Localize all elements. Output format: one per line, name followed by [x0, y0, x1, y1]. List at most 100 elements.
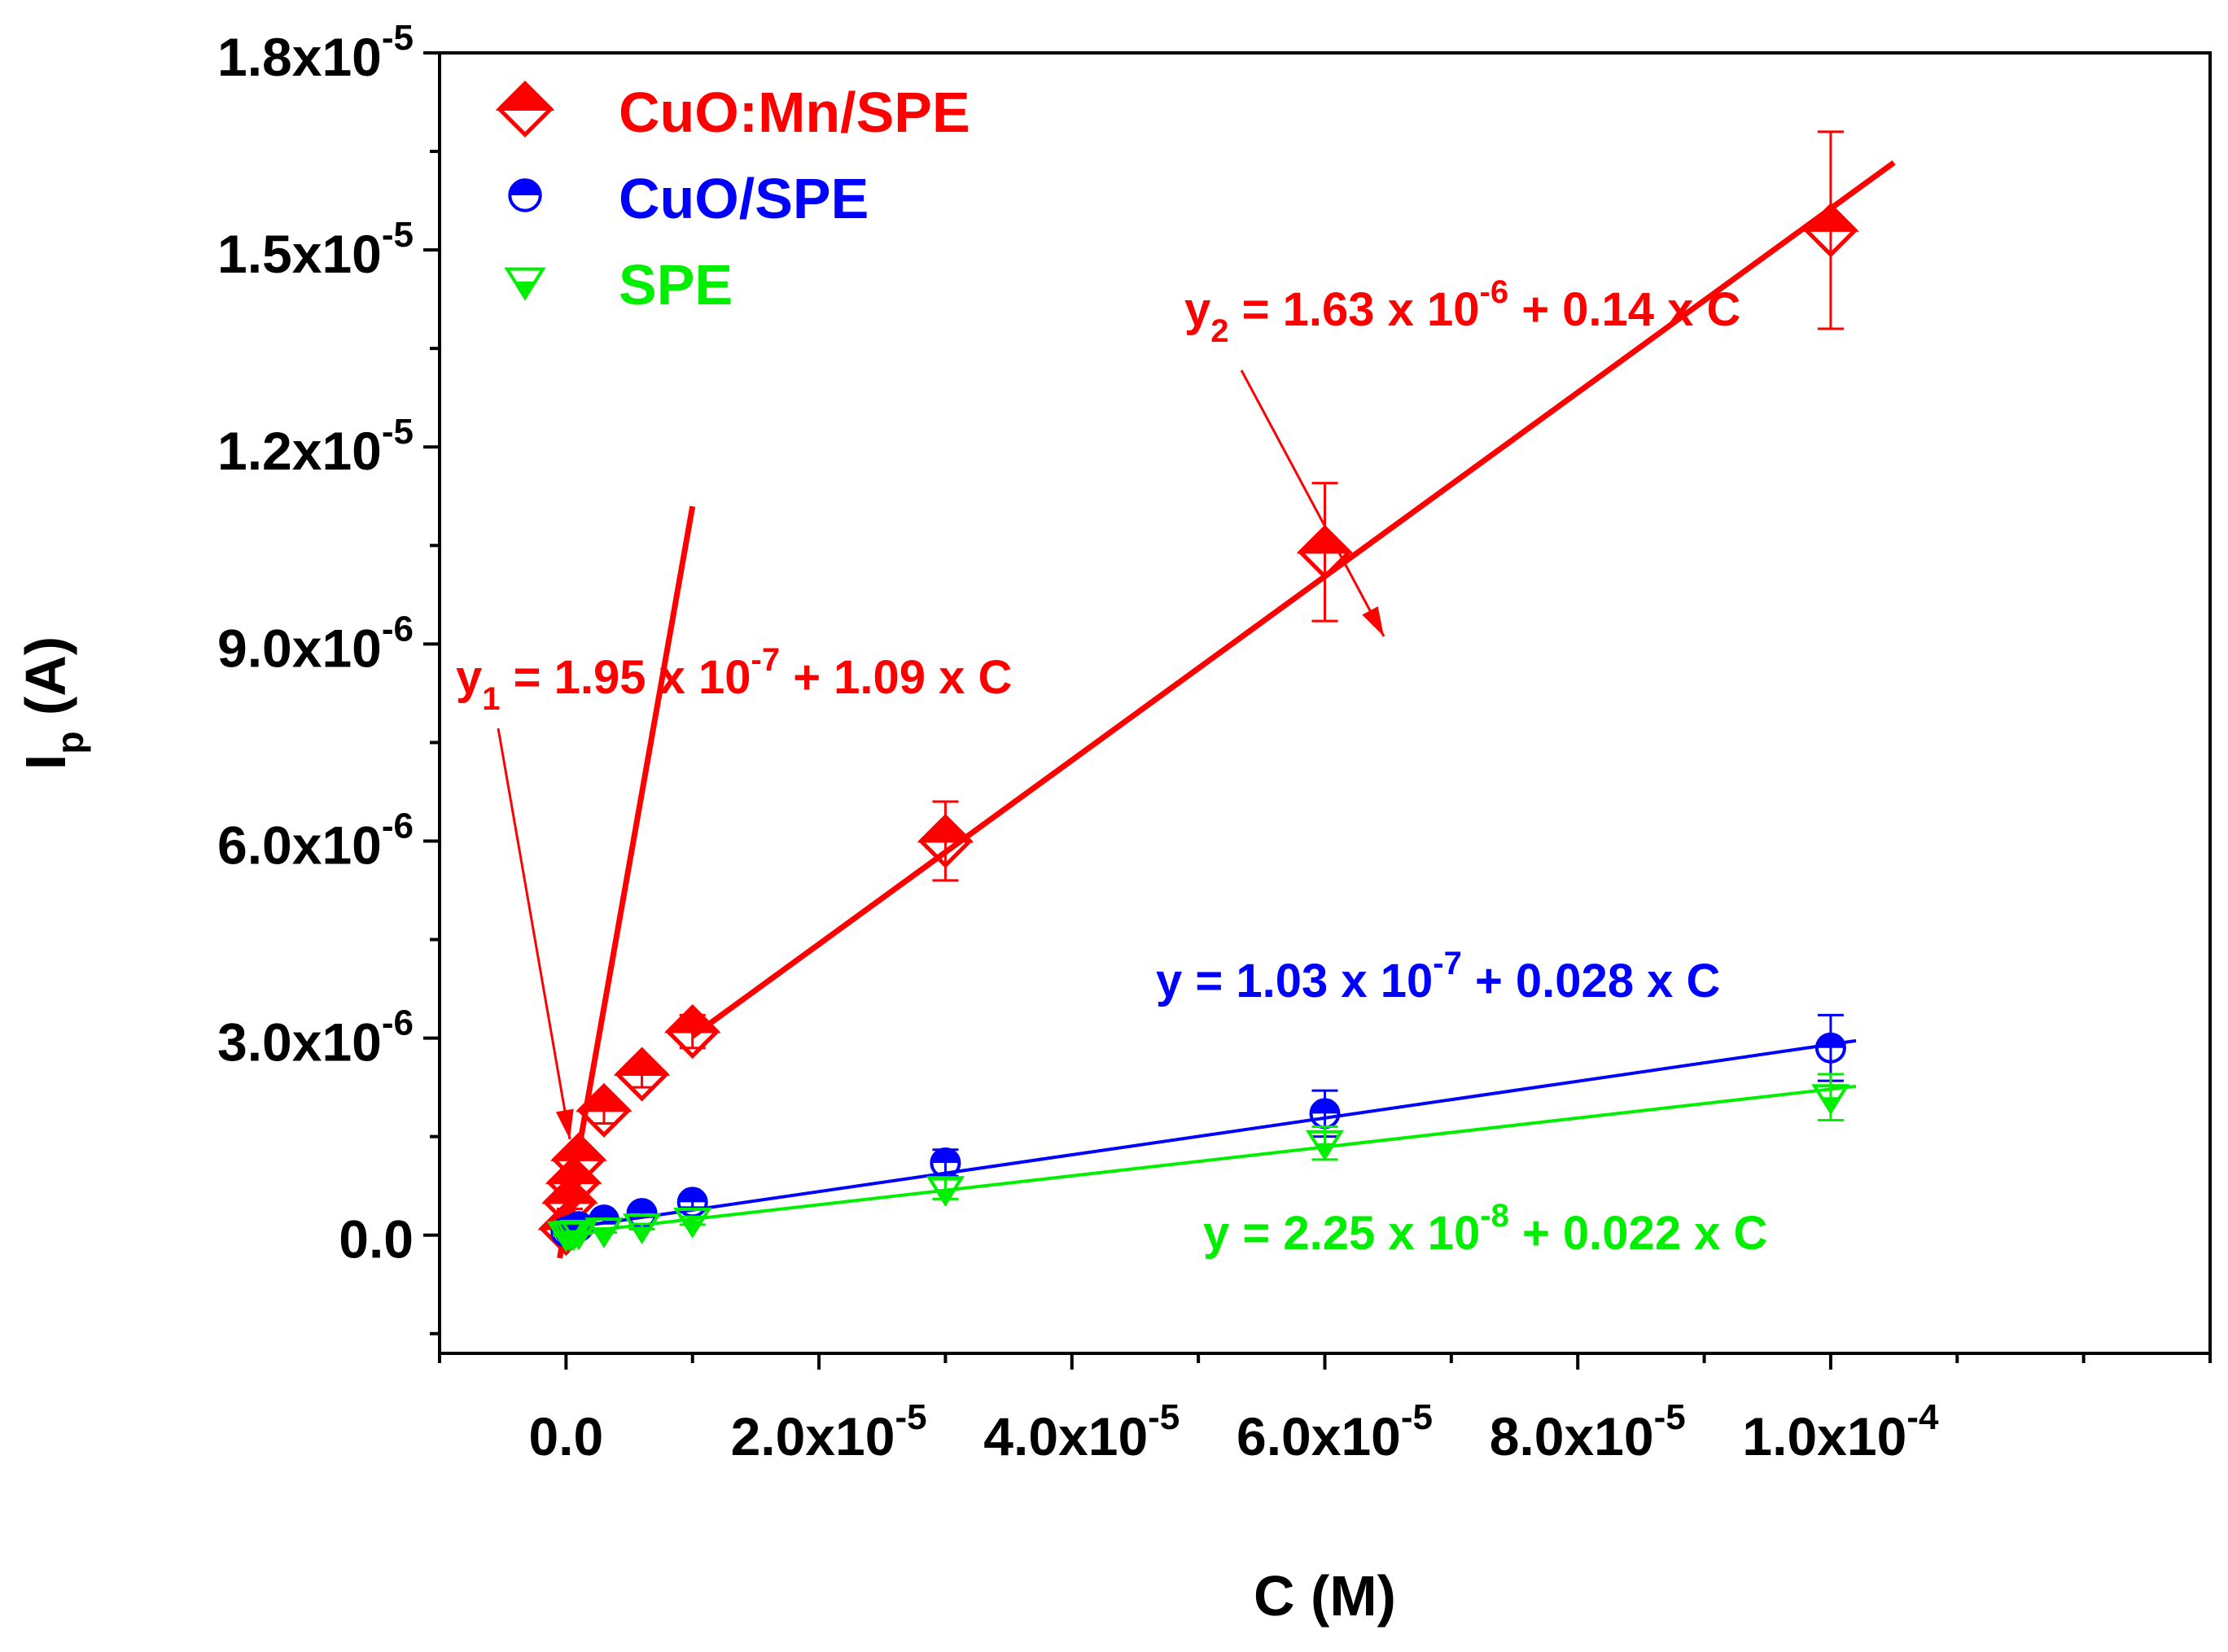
marker-outline [917, 813, 973, 869]
y-axis-title: Ip (A) [14, 636, 91, 770]
marker-outline [551, 1132, 606, 1187]
y-tick-label-exponent: -6 [382, 806, 414, 846]
data-point [559, 1219, 598, 1251]
marker-outline [576, 1082, 632, 1138]
y-tick-label: 9.0x10-6 [217, 609, 414, 678]
x-tick-label-base: 2.0x10 [731, 1406, 895, 1466]
fit-line [557, 505, 696, 1259]
equation-subscript: 1 [482, 681, 500, 717]
marker-fill [569, 1232, 588, 1248]
marker-outline [673, 1207, 712, 1239]
fit-line [690, 160, 1896, 1039]
x-tick-label-base: 0.0 [528, 1406, 603, 1466]
y-tick-label: 1.2x10-5 [217, 412, 414, 481]
x-tick-label: 4.0x10-5 [983, 1397, 1180, 1466]
x-tick-label-base: 4.0x10 [983, 1406, 1148, 1466]
equation-green: y = 2.25 x 10-8 + 0.022 x C [1203, 1198, 1767, 1260]
equation-exponent: -8 [1480, 1198, 1509, 1234]
y-tick-label: 1.5x10-5 [217, 215, 414, 284]
marker-fill [1821, 1097, 1840, 1112]
arrow-y2 [1240, 369, 1385, 637]
data-point [663, 1003, 721, 1060]
y-tick-label-base: 6.0x10 [217, 815, 382, 875]
data-point [917, 813, 974, 869]
equation-blue: y = 1.03 x 10-7 + 0.028 x C [1156, 946, 1720, 1007]
y-axis-title-unit: (A) [14, 636, 77, 732]
arrow-shaft [1240, 369, 1385, 637]
marker-outline [546, 1155, 602, 1210]
y-axis-title-text: Ip (A) [14, 636, 91, 770]
marker-outline [622, 1213, 662, 1245]
equation-exponent: -7 [1433, 946, 1462, 981]
axes: 0.03.0x10-66.0x10-69.0x10-61.2x10-51.5x1… [217, 18, 2212, 1466]
arrow-head [1362, 606, 1384, 636]
legend-marker [495, 80, 555, 138]
y-tick-label-base: 9.0x10 [217, 618, 382, 678]
marker-outline [496, 80, 554, 138]
equation-text: = 1.03 x 10 [1182, 955, 1433, 1007]
marker-fill [936, 1189, 955, 1204]
arrow-shaft [497, 728, 571, 1140]
y-axis-title-subscript: p [49, 732, 91, 754]
equation-name: y [1156, 955, 1182, 1007]
data-point [926, 1176, 965, 1208]
marker-outline [559, 1219, 598, 1251]
marker-outline [665, 1003, 720, 1060]
equation-exponent: -6 [1480, 274, 1509, 310]
x-tick-label-base: 6.0x10 [1237, 1406, 1401, 1466]
data-point [1802, 203, 1859, 258]
x-tick-label: 1.0x10-4 [1742, 1397, 1939, 1466]
x-tick-label: 6.0x10-5 [1237, 1397, 1433, 1466]
data-point [584, 1217, 624, 1248]
y-axis-title-main: I [14, 754, 77, 770]
y-tick-label-base: 0.0 [339, 1209, 414, 1270]
marker-outline [1811, 1084, 1850, 1116]
annotations: y1 = 1.95 x 10-7 + 1.09 x Cy2 = 1.63 x 1… [456, 274, 1767, 1260]
x-tick-label-exponent: -5 [1401, 1397, 1433, 1437]
x-tick-label-exponent: -4 [1906, 1397, 1939, 1437]
marker-outline [926, 1176, 965, 1208]
legend-label: CuO:Mn/SPE [619, 81, 970, 144]
equation-text: + 0.022 x C [1509, 1207, 1768, 1260]
marker-fill [514, 282, 536, 298]
legend-marker [504, 267, 546, 301]
fit-line [566, 1084, 1857, 1235]
legend-label: CuO/SPE [619, 167, 869, 230]
y-tick-label-exponent: -6 [382, 1003, 414, 1043]
plot-content [537, 130, 1896, 1259]
marker-outline [508, 178, 542, 212]
y-tick-label-exponent: -6 [382, 609, 414, 649]
marker-fill [633, 1226, 651, 1242]
data-point [550, 1132, 607, 1187]
marker-outline [584, 1217, 624, 1248]
x-axis-title: C (M) [1254, 1564, 1396, 1628]
y-tick-label-exponent: -5 [382, 412, 414, 452]
legend-label: SPE [619, 253, 733, 317]
equation-text: = 1.95 x 10 [501, 651, 751, 704]
y-tick-label-exponent: -5 [382, 18, 414, 58]
x-tick-label-exponent: -5 [1148, 1397, 1180, 1437]
data-point [613, 1047, 671, 1102]
arrow-head [555, 1108, 574, 1139]
y-tick-label: 3.0x10-6 [217, 1003, 414, 1073]
marker-outline [504, 267, 546, 301]
x-tick-label: 0.0 [528, 1406, 603, 1466]
equation-name: y [456, 651, 482, 704]
y-tick-label-base: 1.8x10 [217, 27, 382, 87]
series-spe [546, 1073, 1850, 1252]
equation-y1: y1 = 1.95 x 10-7 + 1.09 x C [456, 642, 1012, 717]
marker-fill [594, 1230, 613, 1246]
data-point [1305, 1130, 1345, 1161]
equation-exponent: -7 [751, 642, 781, 678]
equation-name: y [1203, 1207, 1229, 1260]
marker-outline [615, 1047, 670, 1102]
equation-text: + 1.09 x C [780, 651, 1012, 704]
marker-outline [1297, 524, 1353, 579]
equation-text: + 0.14 x C [1508, 283, 1740, 336]
x-tick-label-exponent: -5 [895, 1397, 926, 1437]
equation-text: = 1.63 x 10 [1229, 283, 1480, 336]
x-tick-label-base: 8.0x10 [1490, 1406, 1654, 1466]
marker-outline [1305, 1130, 1345, 1161]
